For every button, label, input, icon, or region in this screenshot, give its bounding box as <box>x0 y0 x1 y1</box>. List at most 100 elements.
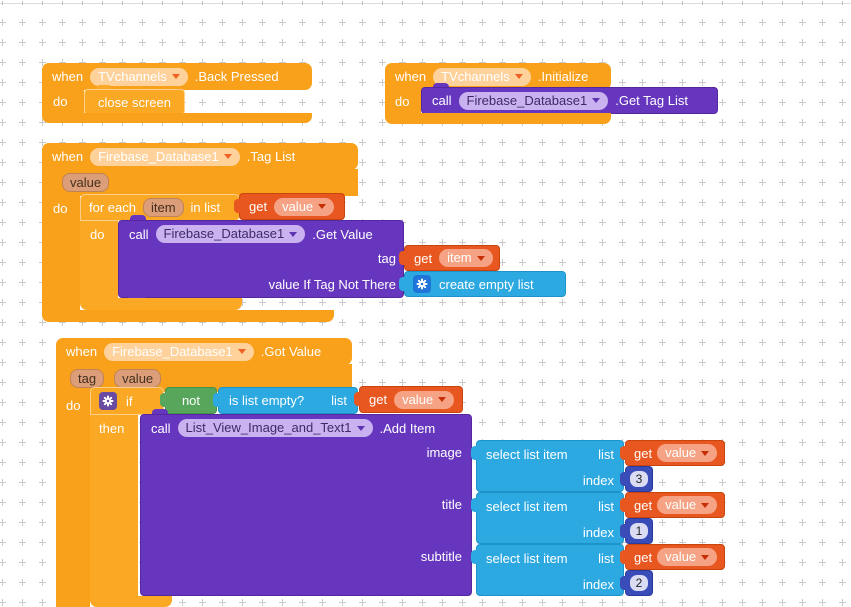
select-list-item-label: select list item <box>486 550 568 566</box>
event-block-tag-list[interactable]: when Firebase_Database1 .Tag List <box>42 143 358 170</box>
arg-label-value-if-tag-not-there: value If Tag Not There <box>268 277 396 292</box>
when-label: when <box>52 149 84 164</box>
plug-connector <box>620 446 627 460</box>
plug-connector <box>399 277 406 291</box>
control-block-if[interactable]: if <box>90 387 164 415</box>
when-label: when <box>66 344 98 359</box>
control-block-for-each[interactable]: for each item in list <box>80 194 240 221</box>
plug-connector <box>620 524 627 538</box>
list-block-create-empty-list[interactable]: create empty list <box>399 271 566 297</box>
select-list-item-label: select list item <box>486 498 568 514</box>
component-dropdown-firebase[interactable]: Firebase_Database1 <box>90 147 240 166</box>
variable-block-get-value[interactable]: get value <box>354 386 463 413</box>
variable-dropdown-value[interactable]: value <box>657 496 718 514</box>
call-label: call <box>151 420 171 436</box>
number-field[interactable]: 2 <box>629 575 649 591</box>
parameter-chip-value[interactable]: value <box>114 368 162 388</box>
variable-dropdown-value[interactable]: value <box>274 197 335 216</box>
dropdown-value: value <box>402 391 434 407</box>
event-name-label: .Initialize <box>537 69 589 84</box>
variable-dropdown-value[interactable]: value <box>657 548 718 566</box>
dropdown-value: TVchannels <box>98 68 167 84</box>
event-block-tag-list-params[interactable]: value <box>42 169 358 196</box>
event-name-label: .Tag List <box>246 149 296 164</box>
variable-dropdown-value[interactable]: value <box>394 390 455 409</box>
list-block-select-list-item[interactable]: select list item list index <box>471 440 624 492</box>
variable-block-get-value[interactable]: get value <box>620 544 725 570</box>
loop-variable-chip-item[interactable]: item <box>142 198 184 217</box>
plug-connector <box>620 576 627 590</box>
chevron-down-icon <box>701 502 710 508</box>
statement-connector <box>130 215 146 221</box>
event-block-initialize[interactable]: when TVchannels .Initialize <box>385 63 611 90</box>
event-block-back-pressed-bottom[interactable] <box>42 113 312 123</box>
dropdown-value: value <box>665 497 697 512</box>
parameter-chip-value[interactable]: value <box>62 173 110 192</box>
component-dropdown-listview[interactable]: List_View_Image_and_Text1 <box>177 419 373 437</box>
math-number-block[interactable]: 1 <box>620 518 653 544</box>
logic-block-not[interactable]: not <box>160 387 217 414</box>
component-dropdown-firebase[interactable]: Firebase_Database1 <box>458 91 609 110</box>
number-field[interactable]: 1 <box>629 523 649 539</box>
number-field[interactable]: 3 <box>629 471 649 487</box>
variable-block-get-item[interactable]: get item <box>399 245 500 271</box>
parameter-chip-tag[interactable]: tag <box>70 368 105 388</box>
chevron-down-icon <box>237 349 246 354</box>
component-dropdown-tvchannels[interactable]: TVchannels <box>433 67 531 86</box>
method-block-get-value[interactable]: call Firebase_Database1 .Get Value <box>118 220 404 298</box>
event-block-tag-list-bottom[interactable] <box>42 310 334 322</box>
index-arg-label: index <box>582 472 614 488</box>
arg-label-title: title <box>441 497 462 512</box>
plug-connector <box>620 550 627 564</box>
do-label: do <box>53 201 68 216</box>
for-each-do-column[interactable]: do <box>80 221 118 298</box>
when-label: when <box>52 69 84 84</box>
variable-block-get-value[interactable]: get value <box>234 193 345 220</box>
list-block-select-list-item[interactable]: select list item list index <box>471 492 624 544</box>
dropdown-value: Firebase_Database1 <box>466 92 588 108</box>
if-then-column[interactable]: then <box>90 415 138 596</box>
event-block-back-pressed[interactable]: when TVchannels .Back Pressed <box>42 63 312 90</box>
plug-connector <box>213 393 220 407</box>
dropdown-value: Firebase_Database1 <box>112 343 233 359</box>
event-block-got-value-do-column[interactable]: do <box>56 391 90 607</box>
method-block-get-tag-list[interactable]: call Firebase_Database1 .Get Tag List <box>421 87 718 114</box>
dropdown-value: Firebase_Database1 <box>98 148 219 164</box>
event-block-back-pressed-do-column[interactable]: do <box>42 89 84 114</box>
event-block-initialize-do-column[interactable]: do <box>385 89 421 114</box>
plug-connector <box>620 498 627 512</box>
dropdown-value: List_View_Image_and_Text1 <box>185 420 352 435</box>
if-then-bottom[interactable] <box>90 596 172 607</box>
control-block-close-screen[interactable]: close screen <box>84 89 185 115</box>
math-number-block[interactable]: 3 <box>620 466 653 492</box>
mutator-gear-icon[interactable] <box>413 275 431 293</box>
component-dropdown-tvchannels[interactable]: TVchannels <box>90 67 188 86</box>
list-arg-label: list <box>598 446 614 462</box>
variable-block-get-value[interactable]: get value <box>620 492 725 518</box>
variable-dropdown-item[interactable]: item <box>439 249 493 267</box>
event-block-got-value[interactable]: when Firebase_Database1 .Got Value <box>56 338 352 365</box>
list-block-select-list-item[interactable]: select list item list index <box>471 544 624 596</box>
event-block-tag-list-do-column[interactable]: do <box>42 195 80 310</box>
statement-connector <box>152 409 168 415</box>
chevron-down-icon <box>171 74 180 79</box>
component-dropdown-firebase[interactable]: Firebase_Database1 <box>155 225 306 243</box>
chevron-down-icon <box>289 231 298 237</box>
math-number-block[interactable]: 2 <box>620 570 653 596</box>
do-label: do <box>66 398 81 413</box>
method-block-add-item[interactable]: call List_View_Image_and_Text1 .Add Item <box>140 414 472 596</box>
variable-dropdown-value[interactable]: value <box>657 444 718 462</box>
variable-block-get-value[interactable]: get value <box>620 440 725 466</box>
chevron-down-icon <box>701 554 710 560</box>
do-label: do <box>90 227 105 242</box>
for-each-bottom[interactable] <box>80 298 242 310</box>
list-arg-label: list <box>598 498 614 514</box>
list-block-is-list-empty[interactable]: is list empty? list <box>213 387 358 414</box>
dropdown-value: value <box>282 198 314 214</box>
component-dropdown-firebase[interactable]: Firebase_Database1 <box>104 342 254 361</box>
dropdown-value: item <box>447 250 472 265</box>
event-name-label: .Back Pressed <box>194 69 279 84</box>
mutator-gear-icon[interactable] <box>99 392 117 410</box>
event-block-initialize-bottom[interactable] <box>385 113 611 124</box>
